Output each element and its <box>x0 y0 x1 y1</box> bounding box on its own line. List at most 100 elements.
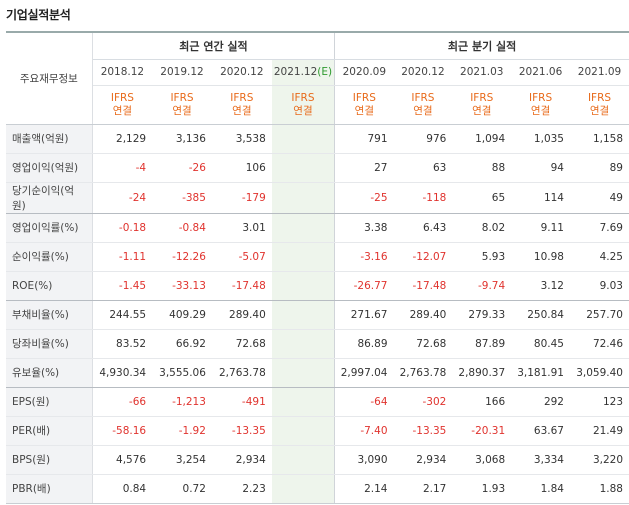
table-cell: 72.68 <box>393 329 453 359</box>
table-cell: 10.98 <box>511 242 570 272</box>
table-cell: 791 <box>334 124 394 154</box>
row-label: 매출액(억원) <box>6 124 93 154</box>
table-cell: -1,213 <box>152 387 212 417</box>
table-cell: 2.23 <box>211 474 272 504</box>
table-cell: 3,136 <box>152 124 212 154</box>
period-header: 2021.09 <box>569 59 629 86</box>
table-cell: 1,035 <box>511 124 570 154</box>
period-header: 2020.12 <box>393 59 453 86</box>
period-header: 2019.12 <box>152 59 212 86</box>
table-cell: -0.18 <box>92 213 153 243</box>
table-cell: 2,129 <box>92 124 153 154</box>
table-cell: 72.68 <box>211 329 272 359</box>
table-cell: 3,220 <box>569 445 629 475</box>
table-cell: 279.33 <box>452 300 512 330</box>
table-cell: 0.84 <box>92 474 153 504</box>
table-cell: 5.93 <box>452 242 512 272</box>
financial-table: 주요재무정보 최근 연간 실적 최근 분기 실적 2018.12 2019.12 2… <box>6 31 629 504</box>
row-label: ROE(%) <box>6 271 93 301</box>
accounting-standard-header: IFRS 연결 <box>452 85 512 125</box>
table-cell: -66 <box>92 387 153 417</box>
table-cell: 3.12 <box>511 271 570 301</box>
table-cell: 27 <box>334 153 394 183</box>
table-cell <box>271 242 335 272</box>
table-row: BPS(원) 4,576 3,254 2,934 3,090 2,934 3,068 3,33… <box>6 445 629 475</box>
table-row: 영업이익률(%) -0.18 -0.84 3.01 3.38 6.43 8.02 9.11 7.… <box>6 213 629 243</box>
row-header-label: 주요재무정보 <box>6 31 93 125</box>
table-cell <box>271 124 335 154</box>
accounting-standard-header: IFRS 연결 <box>569 85 629 125</box>
row-label: PER(배) <box>6 416 93 446</box>
table-cell: 9.03 <box>569 271 629 301</box>
table-cell: 2,763.78 <box>211 358 272 388</box>
period-header: 2021.06 <box>511 59 570 86</box>
table-cell: 2.14 <box>334 474 394 504</box>
quarter-group-header: 최근 분기 실적 <box>334 31 629 60</box>
table-cell: 3,254 <box>152 445 212 475</box>
table-cell: 1.88 <box>569 474 629 504</box>
table-cell: -0.84 <box>152 213 212 243</box>
table-cell: 0.72 <box>152 474 212 504</box>
table-cell: 123 <box>569 387 629 417</box>
table-cell: -33.13 <box>152 271 212 301</box>
table-cell: 86.89 <box>334 329 394 359</box>
table-cell: 257.70 <box>569 300 629 330</box>
row-label: 유보율(%) <box>6 358 93 388</box>
row-label: 영업이익률(%) <box>6 213 93 243</box>
table-row: 부채비율(%) 244.55 409.29 289.40 271.67 289.40 279… <box>6 300 629 330</box>
period-header: 2020.09 <box>334 59 394 86</box>
table-cell: 2,890.37 <box>452 358 512 388</box>
table-cell: 88 <box>452 153 512 183</box>
row-label: 부채비율(%) <box>6 300 93 330</box>
table-cell: -26 <box>152 153 212 183</box>
table-cell: -1.11 <box>92 242 153 272</box>
table-cell: 114 <box>511 182 570 214</box>
table-cell: 94 <box>511 153 570 183</box>
table-cell: -13.35 <box>211 416 272 446</box>
table-cell: -179 <box>211 182 272 214</box>
table-cell: 244.55 <box>92 300 153 330</box>
table-cell <box>271 445 335 475</box>
table-cell: 87.89 <box>452 329 512 359</box>
table-cell: 72.46 <box>569 329 629 359</box>
table-cell: 2,997.04 <box>334 358 394 388</box>
table-cell: 2,934 <box>393 445 453 475</box>
table-cell: -4 <box>92 153 153 183</box>
table-cell: 4.25 <box>569 242 629 272</box>
table-cell: 3,538 <box>211 124 272 154</box>
table-cell <box>271 358 335 388</box>
table-cell: 271.67 <box>334 300 394 330</box>
table-cell: 1.93 <box>452 474 512 504</box>
table-cell: -7.40 <box>334 416 394 446</box>
table-cell: -17.48 <box>393 271 453 301</box>
table-cell: -1.92 <box>152 416 212 446</box>
table-cell: 166 <box>452 387 512 417</box>
period-header: 2020.12 <box>211 59 272 86</box>
table-cell: 8.02 <box>452 213 512 243</box>
table-cell <box>271 387 335 417</box>
row-label: PBR(배) <box>6 474 93 504</box>
row-label: BPS(원) <box>6 445 93 475</box>
table-row: 순이익률(%) -1.11 -12.26 -5.07 -3.16 -12.07 5.93 10… <box>6 242 629 272</box>
table-cell <box>271 213 335 243</box>
table-cell <box>271 271 335 301</box>
table-cell: 9.11 <box>511 213 570 243</box>
table-cell: 66.92 <box>152 329 212 359</box>
table-row: 매출액(억원) 2,129 3,136 3,538 791 976 1,094 1,035 1,… <box>6 124 629 154</box>
table-cell: 3.38 <box>334 213 394 243</box>
table-cell <box>271 416 335 446</box>
row-label: 영업이익(억원) <box>6 153 93 183</box>
table-cell: 4,930.34 <box>92 358 153 388</box>
table-cell <box>271 153 335 183</box>
table-cell: 2.17 <box>393 474 453 504</box>
table-cell: 3,334 <box>511 445 570 475</box>
table-cell: 7.69 <box>569 213 629 243</box>
table-cell: 289.40 <box>211 300 272 330</box>
table-cell: 89 <box>569 153 629 183</box>
table-cell: 106 <box>211 153 272 183</box>
table-cell: 2,934 <box>211 445 272 475</box>
table-cell: 21.49 <box>569 416 629 446</box>
row-label: 당좌비율(%) <box>6 329 93 359</box>
table-cell: 289.40 <box>393 300 453 330</box>
table-cell: -64 <box>334 387 394 417</box>
